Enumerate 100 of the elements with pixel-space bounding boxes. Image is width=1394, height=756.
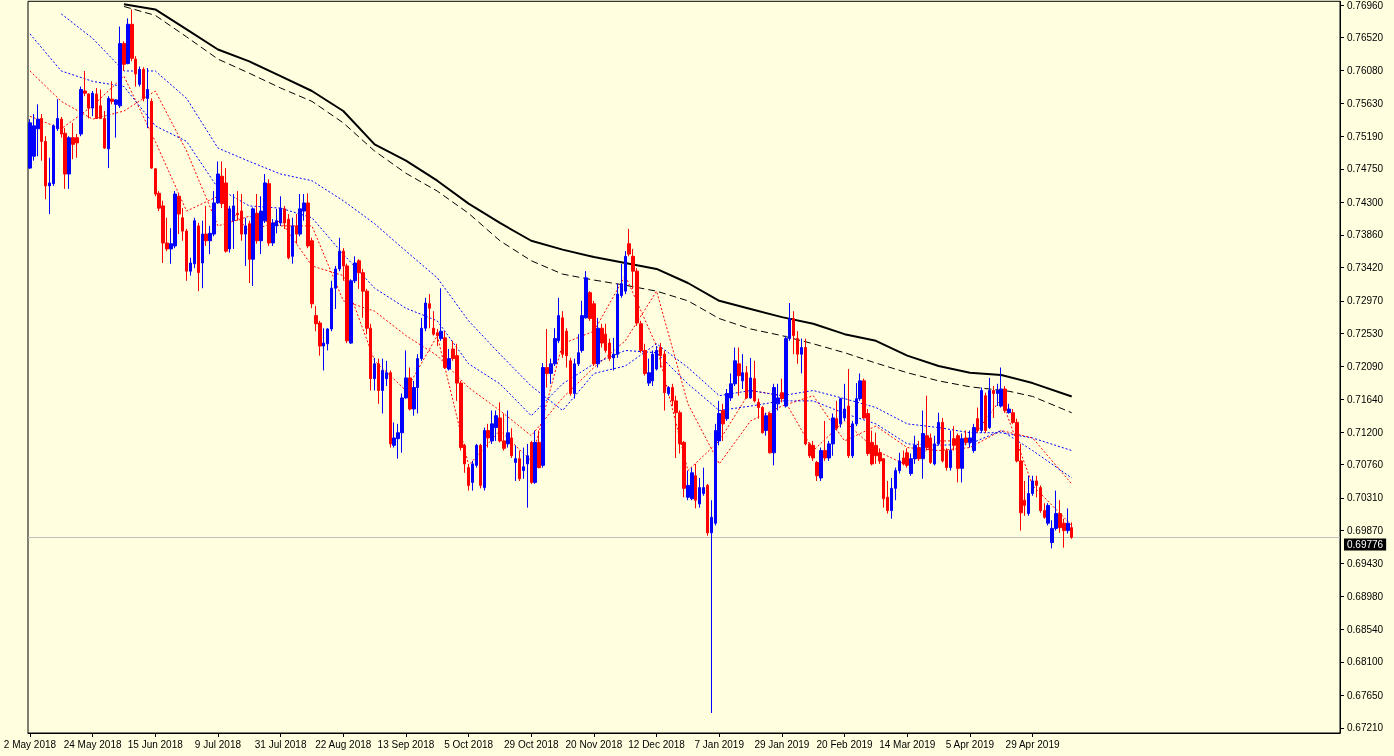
candlestick: [295, 213, 298, 245]
y-tick-label: 0.74300: [1347, 196, 1384, 208]
y-tick-label: 0.75630: [1347, 98, 1384, 110]
candlestick: [110, 80, 114, 105]
candlestick: [428, 293, 431, 329]
candlestick: [1027, 475, 1030, 517]
candlestick: [651, 349, 654, 387]
candlestick: [847, 368, 850, 459]
x-tick-label: 29 Apr 2019: [1005, 738, 1060, 750]
candlestick: [518, 450, 521, 482]
candlestick: [232, 193, 235, 250]
x-tick-label: 24 May 2018: [63, 738, 122, 750]
candlestick: [753, 360, 756, 403]
y-tick-label: 0.68100: [1347, 656, 1384, 668]
candlestick: [494, 410, 498, 442]
candlestick: [800, 338, 803, 374]
candlestick: [197, 222, 200, 292]
candlestick: [949, 430, 952, 472]
x-tick-label: 13 Sep 2018: [377, 738, 435, 750]
candlestick: [389, 369, 392, 449]
x-tick-label: 7 Jan 2019: [694, 738, 745, 750]
candlestick: [537, 430, 541, 469]
ref-line-label: 0.69776: [1347, 539, 1384, 551]
candlestick: [204, 205, 208, 247]
candlestick: [95, 87, 98, 119]
candlestick: [447, 348, 451, 371]
candlestick: [71, 122, 75, 160]
candlestick: [1003, 385, 1007, 414]
candlestick: [483, 427, 486, 492]
x-tick-label: 22 Aug 2018: [315, 738, 372, 750]
candlestick: [874, 432, 878, 465]
candlestick: [737, 347, 741, 397]
candlestick: [1035, 475, 1038, 498]
candlestick: [514, 444, 517, 482]
candlestick: [267, 178, 271, 247]
candlestick: [745, 365, 748, 400]
candlestick: [201, 220, 204, 289]
candlestick: [741, 353, 744, 390]
candlestick: [768, 412, 772, 455]
candlestick: [67, 135, 71, 190]
y-tick-label: 0.75190: [1347, 130, 1384, 142]
candlestick: [373, 357, 376, 391]
candlestick: [298, 193, 302, 237]
candlestick: [126, 17, 130, 65]
candlestick: [992, 385, 995, 419]
candlestick: [976, 407, 979, 434]
candlestick: [792, 310, 795, 355]
candlestick: [244, 217, 247, 267]
candlestick: [255, 193, 259, 245]
candlestick: [749, 357, 752, 400]
y-tick-label: 0.70310: [1347, 492, 1384, 504]
candlestick: [486, 423, 490, 449]
candlestick: [381, 358, 384, 414]
x-tick-label: 20 Feb 2019: [816, 738, 874, 750]
candlestick: [980, 387, 983, 434]
candlestick: [291, 217, 294, 265]
candlestick: [467, 463, 470, 492]
candlestick: [796, 330, 799, 365]
x-tick-label: 14 Mar 2019: [879, 738, 936, 750]
y-tick-label: 0.76520: [1347, 32, 1384, 44]
y-tick-label: 0.70760: [1347, 459, 1384, 471]
candlestick: [146, 67, 149, 129]
candlestick: [322, 327, 325, 371]
candlestick: [835, 400, 838, 432]
x-tick-label: 12 Dec 2018: [628, 738, 686, 750]
candlestick: [596, 317, 600, 369]
candlestick: [706, 483, 709, 537]
x-tick-label: 20 Nov 2018: [565, 738, 623, 750]
x-tick-label: 2 May 2018: [3, 738, 57, 750]
candlestick: [408, 367, 412, 412]
y-tick-label: 0.68980: [1347, 591, 1384, 603]
candlestick: [1066, 507, 1070, 535]
candlestick: [510, 427, 513, 459]
candlestick: [439, 287, 443, 342]
candlestick: [1007, 403, 1011, 414]
candlestick: [667, 385, 670, 397]
y-tick-label: 0.72970: [1347, 295, 1384, 307]
y-tick-label: 0.67650: [1347, 689, 1384, 701]
candlestick: [138, 66, 141, 88]
candlestick: [819, 447, 823, 482]
y-tick-label: 0.72090: [1347, 360, 1384, 372]
candlestick: [686, 470, 690, 501]
candlestick: [479, 443, 482, 489]
y-tick-label: 0.73860: [1347, 229, 1384, 241]
y-tick-label: 0.76080: [1347, 64, 1384, 76]
x-tick-label: 29 Oct 2018: [504, 738, 559, 750]
candlestick: [522, 447, 525, 480]
candlestick: [248, 220, 251, 284]
y-tick-label: 0.68540: [1347, 623, 1384, 635]
candlestick: [902, 450, 905, 466]
y-tick-label: 0.69430: [1347, 557, 1384, 569]
candlestick: [811, 440, 815, 462]
x-tick-label: 29 Jan 2019: [754, 738, 810, 750]
candlestick: [917, 440, 921, 462]
candlestick: [240, 193, 243, 242]
candlestick: [984, 392, 987, 434]
candlestick: [530, 440, 533, 485]
candlestick: [377, 358, 380, 405]
candlestick: [690, 467, 694, 501]
candlestick: [815, 460, 819, 482]
